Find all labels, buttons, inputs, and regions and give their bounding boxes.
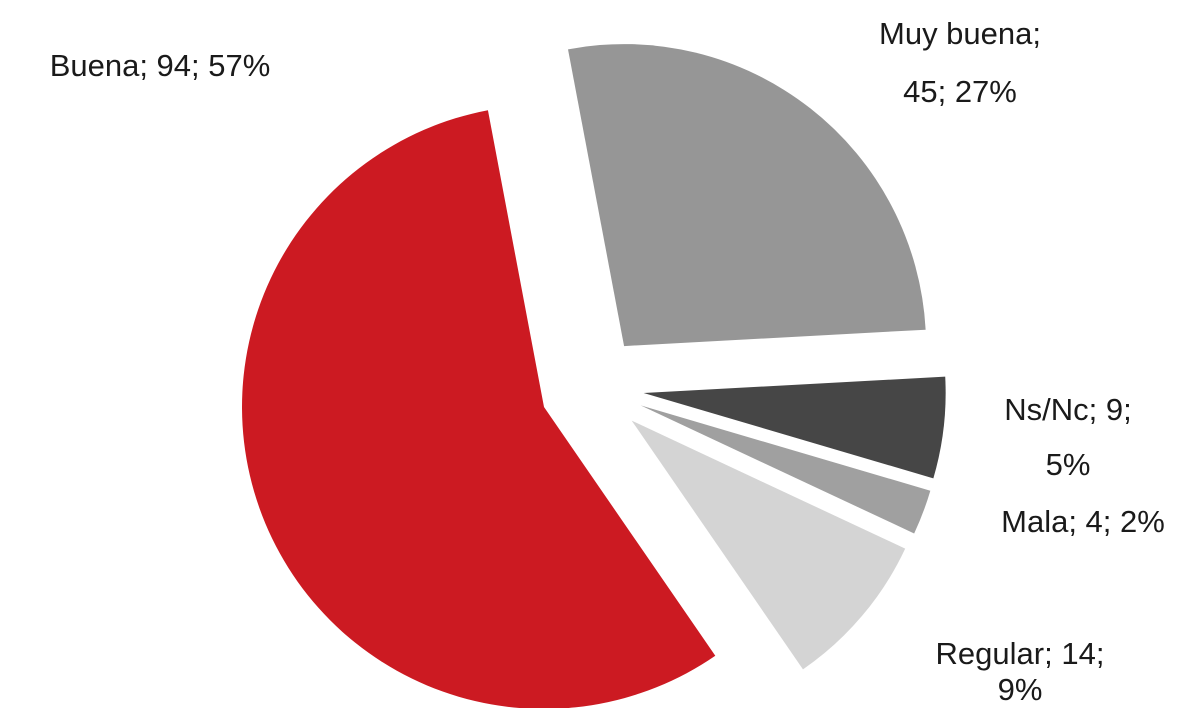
data-label: Ns/Nc; 9; 5%	[1004, 392, 1131, 482]
data-label: Regular; 14; 9%	[936, 636, 1105, 707]
pie-slice	[631, 420, 906, 670]
pie-slice	[568, 44, 926, 347]
data-label: Mala; 4; 2%	[1001, 504, 1165, 539]
data-label: Buena; 94; 57%	[50, 48, 271, 83]
pie-slice	[242, 110, 716, 708]
pie-slice	[643, 376, 946, 479]
data-label: Muy buena; 45; 27%	[879, 16, 1041, 109]
pie-slice	[640, 405, 931, 534]
